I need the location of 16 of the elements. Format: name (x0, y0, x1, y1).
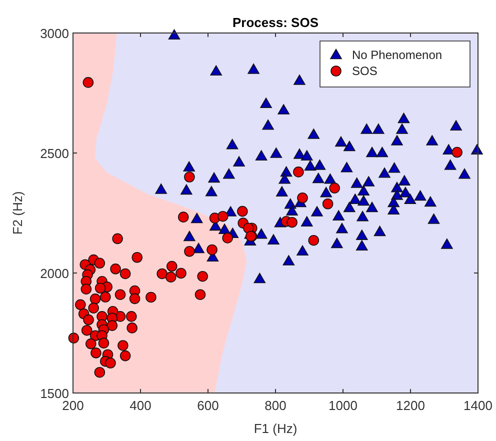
chart-title: Process: SOS (232, 15, 319, 30)
x-tick-label: 600 (197, 398, 219, 413)
x-tick-label: 200 (62, 398, 84, 413)
x-tick-label: 400 (130, 398, 152, 413)
x-tick-label: 1400 (464, 398, 492, 413)
y-tick-label: 2000 (40, 266, 69, 281)
legend-label: SOS (352, 64, 378, 78)
y-tick-label: 2500 (40, 146, 69, 161)
x-tick-label: 1200 (396, 398, 425, 413)
x-tick-label: 800 (264, 398, 286, 413)
y-tick-label: 1500 (40, 386, 69, 401)
y-axis-title: F2 (Hz) (10, 191, 25, 235)
legend-label: No Phenomenon (352, 48, 442, 62)
y-tick-label: 3000 (40, 26, 69, 41)
x-tick-label: 1000 (328, 398, 358, 413)
x-axis-title: F1 (Hz) (254, 421, 298, 436)
